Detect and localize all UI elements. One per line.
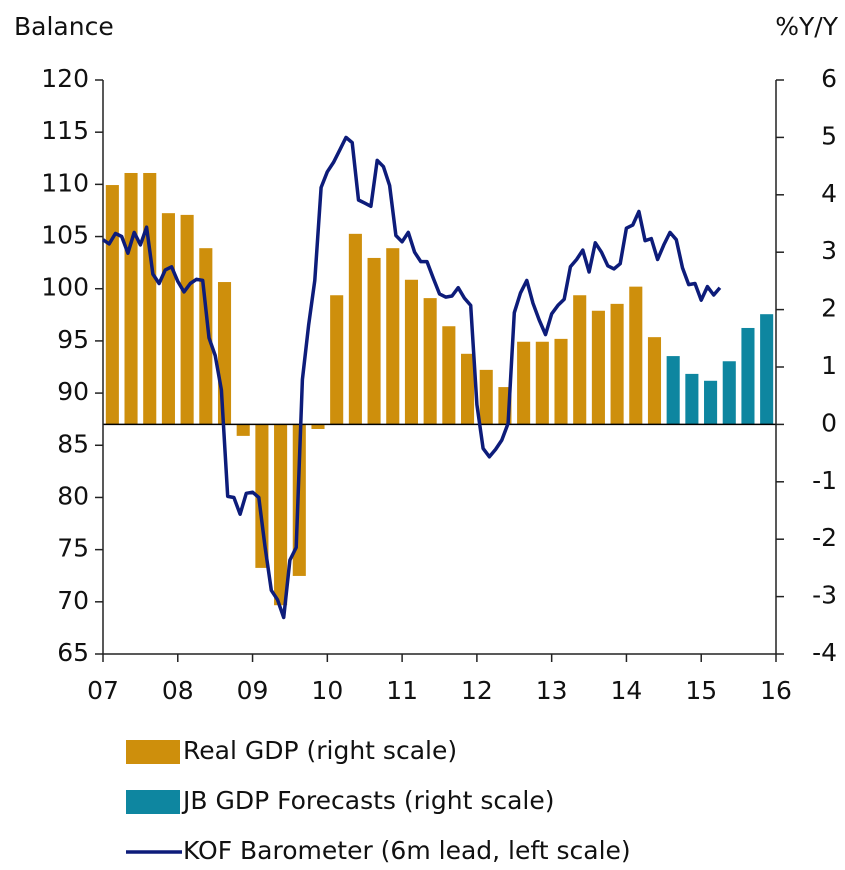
x-tick-label: 11 xyxy=(386,676,418,705)
bar xyxy=(685,373,699,425)
bar xyxy=(666,356,680,425)
bar xyxy=(105,185,119,425)
y2-tick-label: -1 xyxy=(812,466,837,495)
bar xyxy=(704,380,718,425)
y-tick-label: 70 xyxy=(57,586,89,615)
bar xyxy=(741,327,755,425)
bar xyxy=(124,172,138,425)
line xyxy=(102,135,722,620)
x-tick-label: 10 xyxy=(311,676,343,705)
bar xyxy=(180,214,194,425)
y-tick-label: 80 xyxy=(57,481,89,510)
y-tick-label: 75 xyxy=(57,534,89,563)
bar xyxy=(479,369,493,425)
y2-axis-label: %Y/Y xyxy=(775,12,838,41)
x-tick-label: 08 xyxy=(162,676,194,705)
bar xyxy=(311,424,325,429)
bar xyxy=(591,310,605,425)
bar xyxy=(404,279,419,425)
bar xyxy=(330,295,344,425)
y2-tick-label: -3 xyxy=(812,581,837,610)
y2-tick-label: 2 xyxy=(821,294,837,323)
bar xyxy=(442,326,456,425)
bar xyxy=(629,286,643,425)
bar xyxy=(348,233,362,425)
y-tick-label: 85 xyxy=(57,429,89,458)
y-tick-label: 120 xyxy=(41,64,89,93)
y2-tick-label: 1 xyxy=(821,351,837,380)
bar xyxy=(386,248,400,425)
y2-tick-label: 6 xyxy=(821,64,837,93)
y-axis-label: Balance xyxy=(14,12,114,41)
bar xyxy=(535,341,549,425)
x-tick-label: 15 xyxy=(685,676,717,705)
y2-tick-label: 4 xyxy=(821,179,837,208)
bar xyxy=(610,303,624,425)
x-tick-label: 09 xyxy=(237,676,269,705)
y-tick-label: 105 xyxy=(41,221,89,250)
y-tick-label: 90 xyxy=(57,377,89,406)
bar xyxy=(722,361,736,425)
y-tick-label: 100 xyxy=(41,273,89,302)
x-tick-label: 12 xyxy=(461,676,493,705)
legend-swatch xyxy=(126,790,180,814)
legend-label: Real GDP (right scale) xyxy=(183,736,457,765)
bar xyxy=(423,298,437,425)
y-tick-label: 115 xyxy=(41,116,89,145)
y-tick-label: 110 xyxy=(41,168,89,197)
x-tick-label: 07 xyxy=(87,676,119,705)
bar xyxy=(517,341,531,425)
bar xyxy=(255,424,269,568)
bar xyxy=(460,353,475,425)
bar xyxy=(647,337,662,425)
y2-tick-label: 0 xyxy=(821,408,837,437)
legend-label: KOF Barometer (6m lead, left scale) xyxy=(183,836,631,865)
bar xyxy=(367,257,381,425)
bar xyxy=(236,424,250,436)
x-tick-label: 16 xyxy=(760,676,792,705)
bar xyxy=(143,172,157,425)
y2-tick-label: 3 xyxy=(821,236,837,265)
bar xyxy=(274,424,288,606)
y2-tick-label: -2 xyxy=(812,523,837,552)
bar xyxy=(573,295,587,425)
legend-label: JB GDP Forecasts (right scale) xyxy=(181,786,554,815)
bar xyxy=(161,213,175,425)
y-tick-label: 65 xyxy=(57,638,89,667)
y2-tick-label: 5 xyxy=(821,121,837,150)
bar xyxy=(217,282,232,425)
x-tick-label: 14 xyxy=(611,676,643,705)
x-tick-label: 13 xyxy=(536,676,568,705)
bar xyxy=(554,338,568,425)
bar xyxy=(760,314,774,425)
y2-tick-label: -4 xyxy=(812,638,837,667)
legend-swatch xyxy=(126,740,180,764)
y-tick-label: 95 xyxy=(57,325,89,354)
